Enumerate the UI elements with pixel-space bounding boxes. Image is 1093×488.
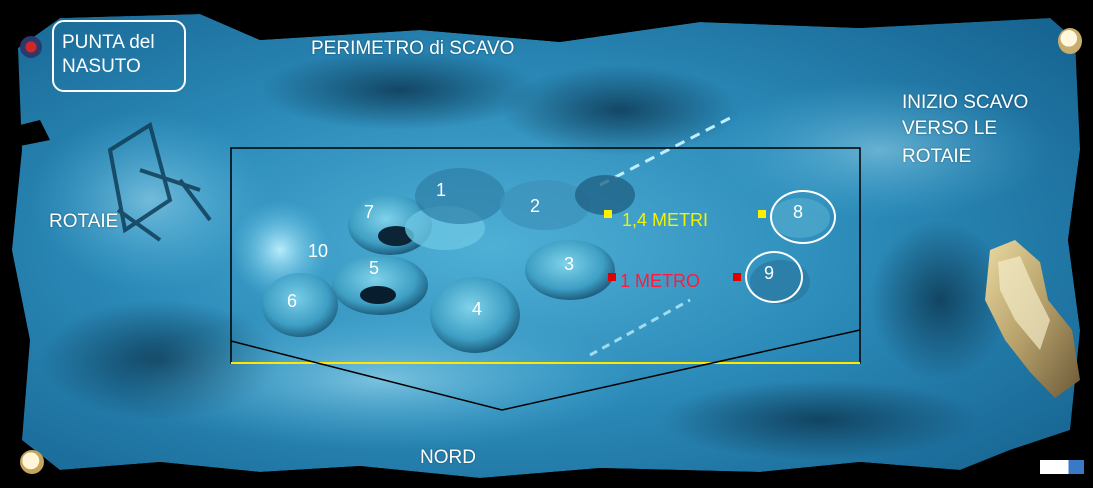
- distance-marker-yellow-start: [604, 210, 612, 218]
- find-9-ring: [745, 251, 803, 303]
- find-label-3: 3: [564, 254, 575, 274]
- start-label-line1: INIZIO SCAVO: [902, 92, 1029, 113]
- scale-bar-icon: [1040, 460, 1084, 474]
- distance-marker-red-end: [733, 273, 741, 281]
- find-label-10: 10: [308, 241, 329, 261]
- distance-label-1-4m: 1,4 METRI: [622, 210, 709, 230]
- find-label-1: 1: [436, 180, 447, 200]
- site-title-line1: PUNTA del: [62, 32, 155, 53]
- find-label-7: 7: [364, 202, 375, 222]
- site-title-box: PUNTA del NASUTO: [52, 20, 186, 92]
- distance-marker-yellow-end: [758, 210, 766, 218]
- start-label-line2: VERSO LE: [902, 118, 998, 139]
- rails-label: ROTAIE: [49, 211, 119, 232]
- logo-icon: [20, 36, 42, 58]
- find-label-2: 2: [530, 196, 541, 216]
- find-label-4: 4: [472, 299, 483, 319]
- find-8-ring: [770, 190, 836, 244]
- compass-icon: [20, 450, 44, 474]
- shell-icon: [1058, 28, 1082, 54]
- find-label-6: 6: [287, 291, 298, 311]
- site-title-line2: NASUTO: [62, 56, 141, 77]
- start-label-line3: ROTAIE: [902, 146, 972, 167]
- distance-marker-red-start: [608, 273, 616, 281]
- distance-label-1m: 1 METRO: [620, 271, 701, 291]
- perimeter-label: PERIMETRO di SCAVO: [311, 38, 515, 59]
- find-label-5: 5: [369, 258, 380, 278]
- north-label: NORD: [420, 447, 476, 468]
